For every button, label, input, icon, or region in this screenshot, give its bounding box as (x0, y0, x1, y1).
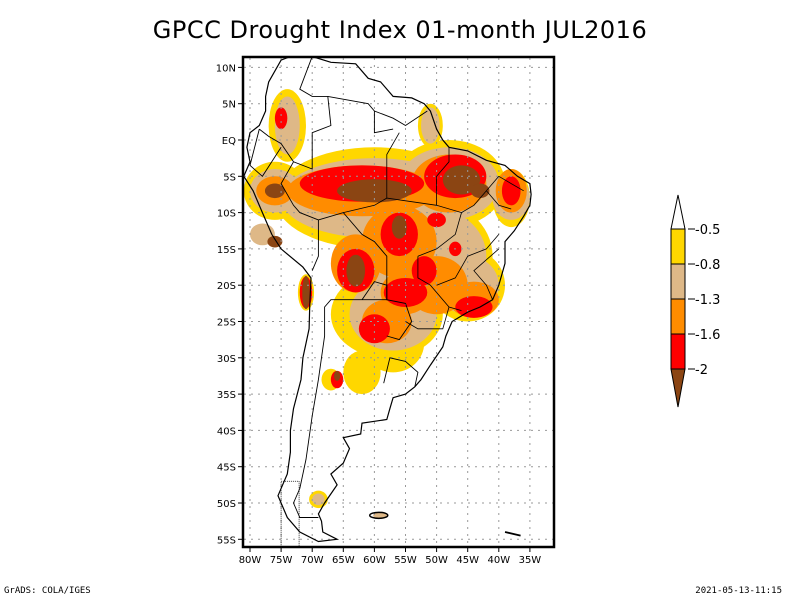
coastlines-and-borders (243, 57, 532, 547)
contour-patch (391, 215, 407, 239)
y-tick-label: 5S (223, 172, 236, 183)
x-tick-label: 80W (239, 555, 262, 566)
y-axis: 10N 5N EQ 5S 10S 15S 20S 25S 30S 35S 40S 45S 50S 55S (216, 63, 243, 546)
south-georgia (504, 531, 521, 537)
y-tick-label: 55S (217, 535, 236, 546)
x-tick-label: 70W (301, 555, 324, 566)
colorbar-label: -0.8 (695, 258, 720, 273)
country-border (259, 57, 332, 170)
colorbar-top-arrow (670, 194, 686, 230)
contour-patch (274, 107, 288, 130)
country-border (249, 128, 282, 177)
country-border (373, 111, 394, 134)
y-tick-label: 10N (216, 63, 236, 74)
state-border (417, 212, 462, 257)
y-tick-label: 50S (217, 499, 236, 510)
state-border (343, 176, 500, 214)
x-tick-label: 40W (487, 555, 510, 566)
colorbar-label: -0.5 (695, 223, 720, 238)
x-tick-label: 50W (425, 555, 448, 566)
colorbar-label: -1.3 (695, 293, 720, 308)
colorbar: -0.5 -0.8 -1.3 -1.6 -2 (670, 194, 720, 408)
x-tick-label: 75W (270, 555, 293, 566)
footer-credit: GrADS: COLA/IGES (4, 586, 91, 596)
contour-patch (470, 183, 490, 199)
plot-frame (241, 55, 556, 549)
contour-patch (333, 370, 341, 382)
contour-patch (302, 275, 310, 310)
colorbar-label: -1.6 (695, 328, 720, 343)
contour-patch (337, 179, 412, 203)
y-tick-label: 35S (217, 390, 236, 401)
state-border (436, 147, 450, 206)
y-tick-label: 25S (217, 318, 236, 329)
y-tick-label: 5N (222, 100, 236, 111)
state-border (498, 175, 524, 192)
y-tick-label: 45S (217, 463, 236, 474)
chart-title: GPCC Drought Index 01-month JUL2016 (152, 16, 648, 44)
contour-patch (358, 314, 390, 344)
colorbar-segment (670, 298, 686, 335)
contour-patch (346, 254, 366, 287)
contour-patch (312, 493, 325, 506)
contour-patch (267, 235, 283, 248)
x-tick-label: 45W (456, 555, 479, 566)
country-border (318, 212, 413, 341)
y-tick-label: 10S (217, 209, 236, 220)
country-border (383, 357, 419, 387)
falkland-islands (369, 511, 389, 520)
colorbar-bottom-arrow (670, 368, 686, 408)
y-tick-label: 30S (217, 354, 236, 365)
state-border (473, 248, 500, 300)
contour-patch (501, 176, 521, 206)
y-tick-label: 40S (217, 426, 236, 437)
contour-patch (383, 277, 428, 307)
country-border (327, 95, 428, 127)
x-tick-label: 55W (394, 555, 417, 566)
colorbar-label: -2 (695, 363, 708, 378)
chilean-fjords (280, 480, 300, 547)
colorbar-segment (670, 228, 686, 265)
state-border (386, 132, 400, 199)
colorbar-segment (670, 263, 686, 300)
x-axis: 80W 75W 70W 65W 60W 55W 50W 45W 40W 35W (239, 547, 542, 566)
footer-timestamp: 2021-05-13-11:15 (695, 586, 782, 596)
gridlines (244, 58, 553, 546)
coastline (243, 57, 532, 543)
x-tick-label: 60W (363, 555, 386, 566)
contour-patch (264, 183, 285, 199)
state-border (417, 256, 462, 311)
y-tick-label: 15S (217, 245, 236, 256)
state-border (405, 306, 450, 330)
x-tick-label: 35W (519, 555, 542, 566)
contour-patch (455, 296, 493, 318)
contour-patch (421, 107, 440, 144)
colorbar-segment (670, 333, 686, 370)
x-tick-label: 65W (332, 555, 355, 566)
y-tick-label: EQ (222, 136, 236, 147)
country-border (280, 161, 319, 271)
state-border (486, 190, 512, 210)
state-border (436, 234, 500, 286)
contour-patch (442, 165, 481, 195)
y-tick-label: 20S (217, 281, 236, 292)
country-border (293, 281, 388, 518)
contour-patch (411, 256, 437, 286)
